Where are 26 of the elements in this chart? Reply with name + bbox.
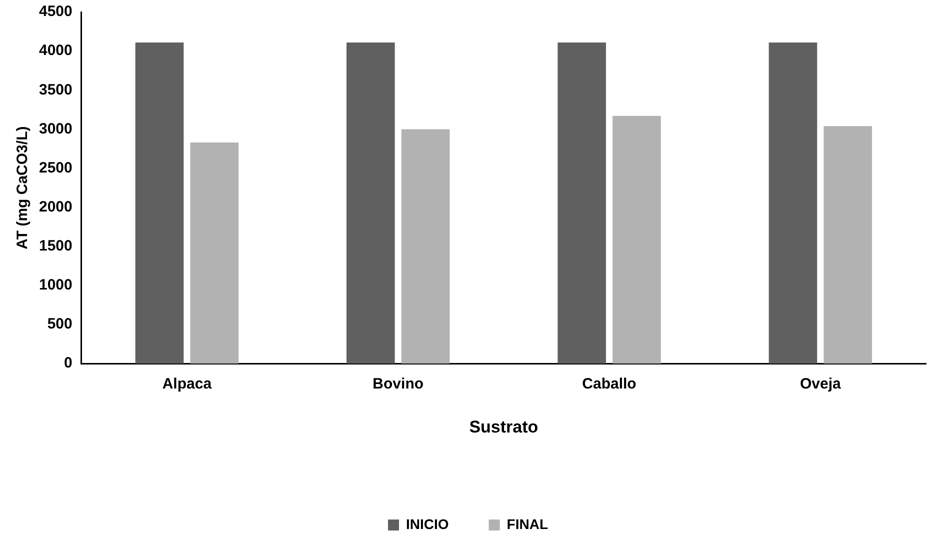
y-axis-title: AT (mg CaCO3/L) bbox=[14, 126, 32, 250]
y-tick-label: 2500 bbox=[38, 159, 72, 176]
x-tick-label: Alpaca bbox=[162, 376, 212, 393]
bar bbox=[768, 42, 818, 364]
bar bbox=[135, 42, 184, 364]
y-tick-label: 4500 bbox=[38, 3, 72, 20]
y-tick-label: 1500 bbox=[38, 238, 72, 255]
y-tick-label: 1000 bbox=[38, 276, 72, 294]
x-axis-title: Sustrato bbox=[469, 417, 538, 436]
y-tick-label: 3500 bbox=[38, 81, 72, 98]
bar bbox=[346, 42, 395, 364]
bar bbox=[558, 42, 606, 364]
x-tick-label: Caballo bbox=[582, 376, 636, 393]
x-tick-label: Oveja bbox=[800, 376, 842, 393]
bar bbox=[612, 116, 661, 364]
x-tick-label: Bovino bbox=[372, 376, 424, 393]
y-tick-label: 0 bbox=[64, 354, 72, 372]
bar bbox=[190, 142, 239, 364]
y-tick-label: 2000 bbox=[38, 198, 72, 216]
y-tick-label: 3000 bbox=[38, 120, 72, 138]
bar bbox=[401, 129, 450, 364]
legend-label: INICIO bbox=[406, 516, 449, 532]
bar bbox=[824, 126, 872, 364]
y-tick-label: 4000 bbox=[38, 42, 72, 60]
y-tick-label: 500 bbox=[47, 316, 72, 333]
legend-label: FINAL bbox=[506, 516, 548, 532]
